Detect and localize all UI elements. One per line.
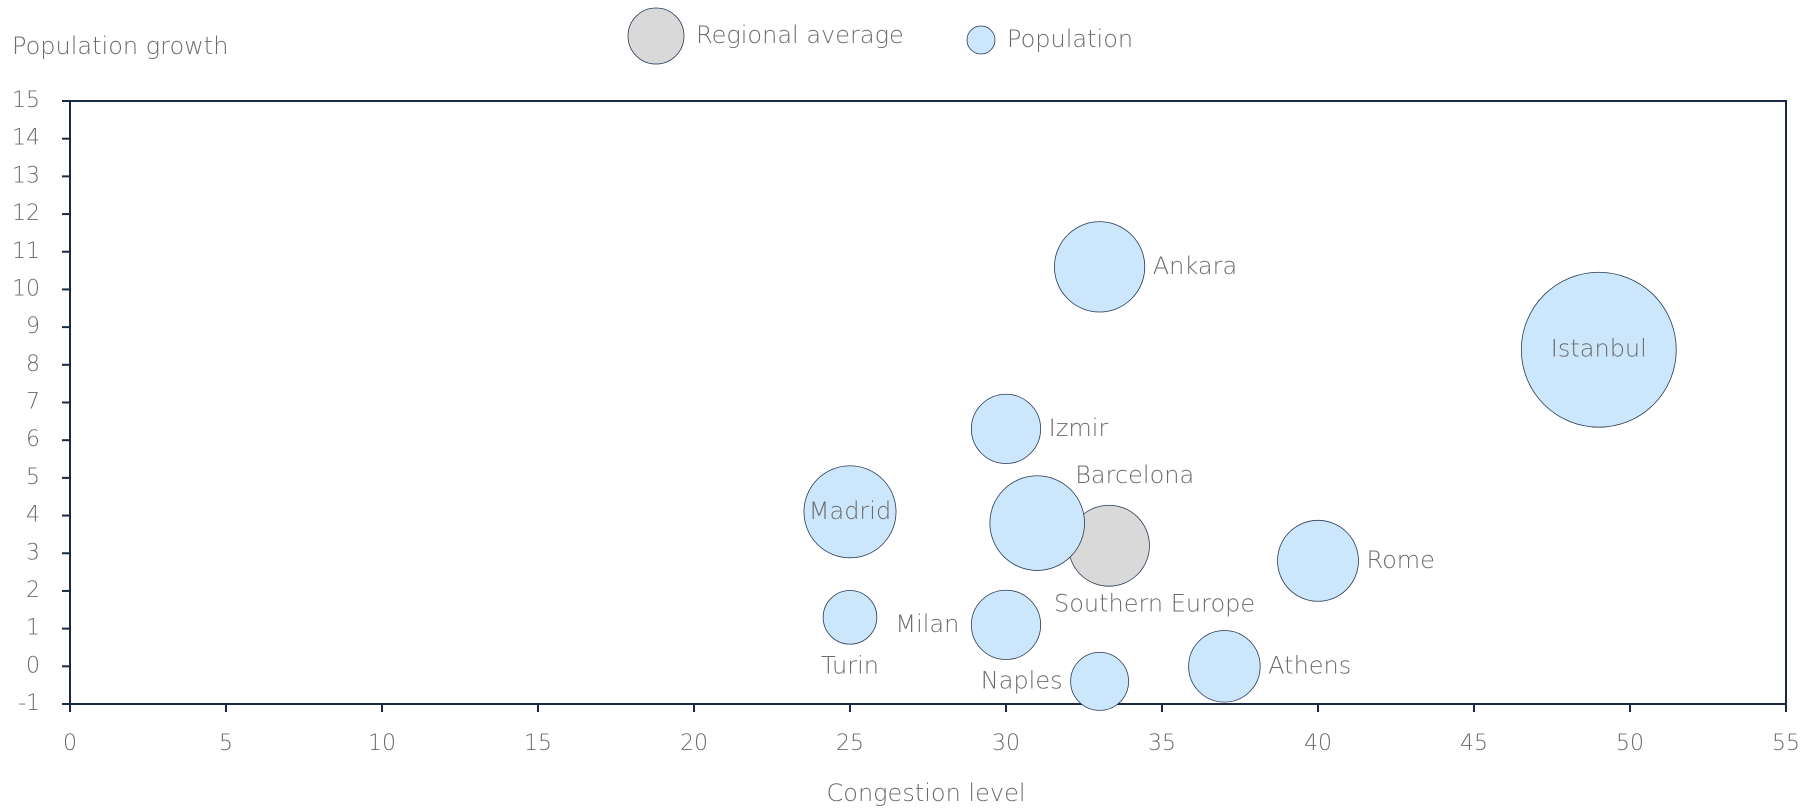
bubble [989,475,1085,571]
y-tick-label: 6 [26,427,40,452]
point-label: Naples [981,666,1063,694]
bubble [1520,271,1677,428]
x-tick-label: 25 [836,731,864,756]
legend-label: Regional average [696,21,904,49]
y-tick-label: 13 [12,163,40,188]
x-tick-label: 5 [219,731,233,756]
bubble [970,393,1042,464]
y-tick-label: 7 [26,390,40,415]
x-tick-label: 45 [1460,731,1488,756]
y-tick-label: 3 [26,540,40,565]
legend-label: Population [1007,25,1133,53]
bubble [822,590,878,645]
point-label: Southern Europe [1054,590,1255,618]
x-tick-label: 55 [1772,731,1800,756]
y-tick-label: 2 [26,578,40,603]
y-tick-label: 12 [12,201,40,226]
point-label: Izmir [1049,414,1109,442]
bubble [1054,221,1146,313]
point-label: Barcelona [1075,461,1194,489]
y-tick-label: 15 [12,88,40,113]
bubble [970,589,1042,660]
point-label: Rome [1366,546,1434,574]
y-tick-label: 10 [12,276,40,301]
point-label: Istanbul [1551,335,1647,363]
y-axis-title: Population growth [12,32,228,60]
x-tick-label: 40 [1304,731,1332,756]
x-tick-label: 15 [524,731,552,756]
x-tick-label: 50 [1616,731,1644,756]
legend-swatch [627,7,685,65]
bubble [1188,630,1261,703]
point-label: Athens [1268,651,1351,679]
x-tick-label: 35 [1148,731,1176,756]
y-tick-label: 0 [26,653,40,678]
y-tick-label: 1 [26,616,40,641]
x-tick-label: 0 [63,731,77,756]
legend-swatch [966,25,996,55]
y-tick-label: -1 [18,691,40,716]
y-tick-label: 11 [12,239,40,264]
point-label: Turin [821,651,879,679]
x-tick-label: 20 [680,731,708,756]
point-label: Madrid [809,497,891,525]
point-label: Ankara [1153,252,1237,280]
bubble [1070,652,1129,711]
x-tick-label: 30 [992,731,1020,756]
y-tick-label: 8 [26,352,40,377]
x-tick-label: 10 [368,731,396,756]
y-tick-label: 9 [26,314,40,339]
y-tick-label: 14 [12,126,40,151]
x-axis-title: Congestion level [827,779,1026,807]
bubble [1277,519,1359,602]
point-label: Milan [895,610,959,638]
y-tick-label: 4 [26,503,40,528]
y-tick-label: 5 [26,465,40,490]
bubble [803,465,897,559]
